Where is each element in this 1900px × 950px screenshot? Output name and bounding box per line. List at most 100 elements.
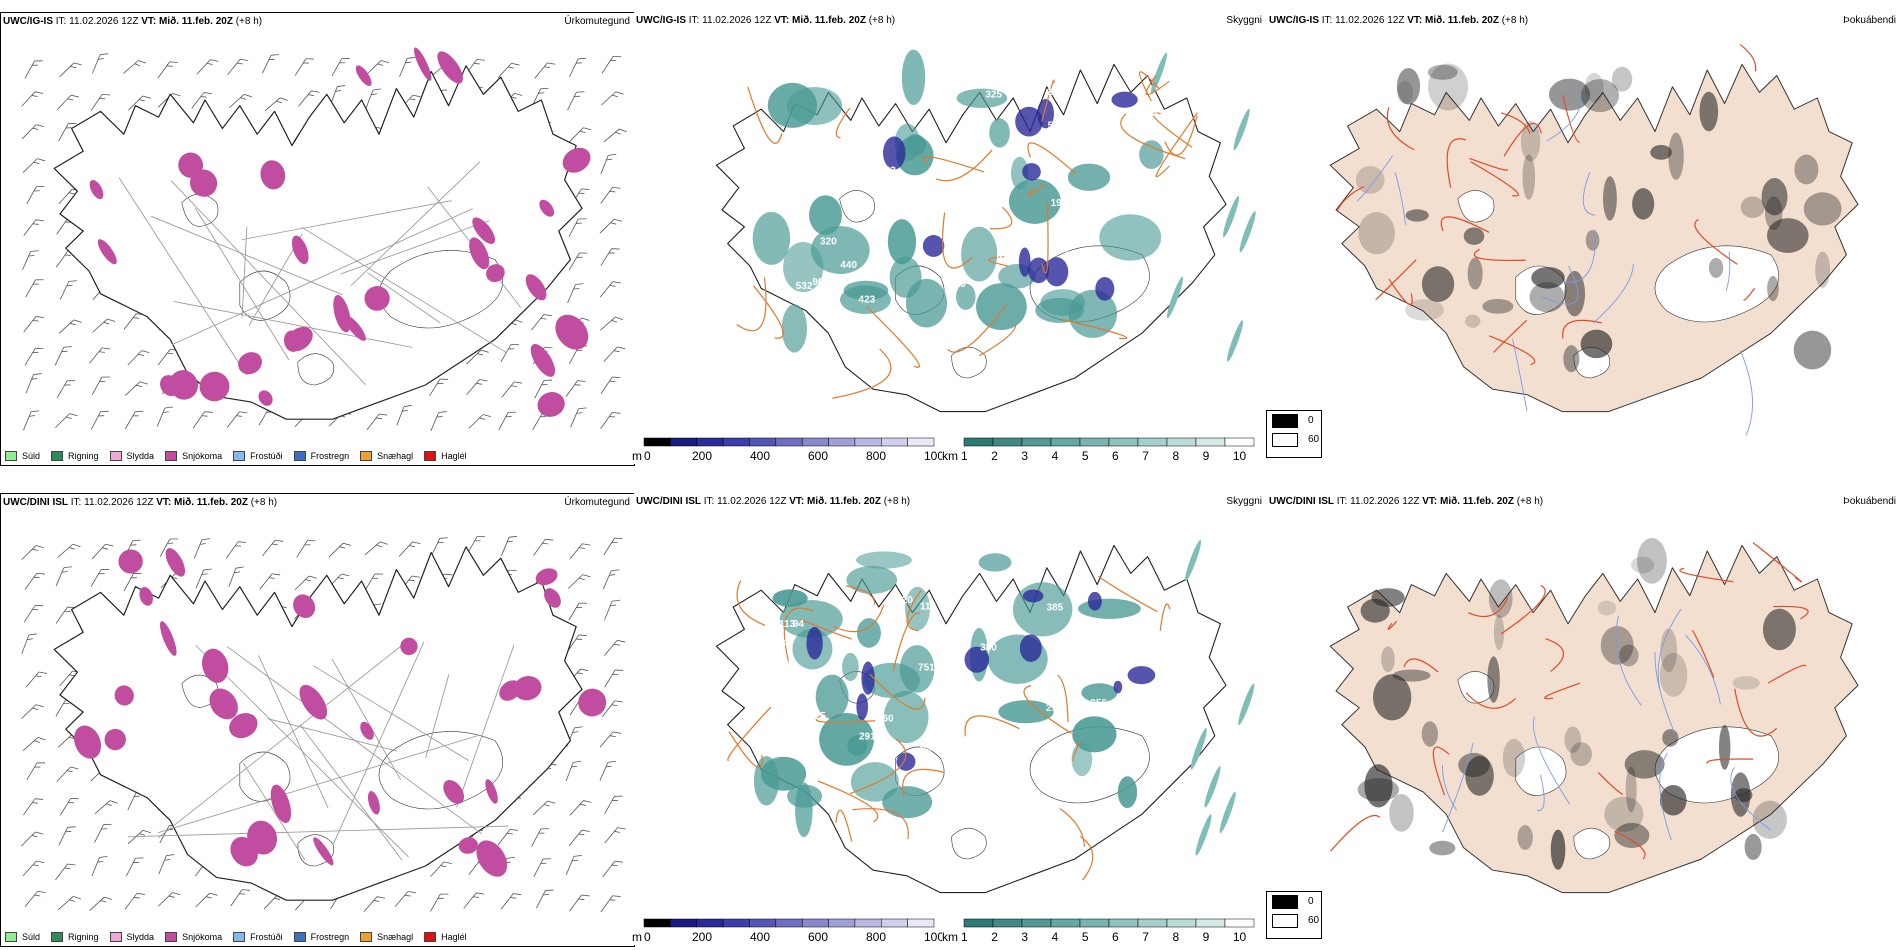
ceiling-label: 63 [1152, 108, 1164, 119]
fog-area [1392, 669, 1431, 682]
wind-barb [602, 569, 620, 590]
colorbar-segment [696, 437, 724, 447]
wind-barb [531, 314, 552, 331]
fog-area [1600, 626, 1634, 665]
ceiling-label: 320 [820, 236, 837, 247]
low-visibility-area [1067, 163, 1111, 191]
fog-area [1358, 211, 1395, 255]
snow-area [114, 685, 134, 706]
road-line [1773, 605, 1809, 620]
colorbar-segment [1195, 437, 1226, 447]
fog-area [1580, 329, 1613, 359]
legend-item: Frostúði [233, 932, 283, 942]
snow-area [299, 684, 328, 720]
low-visibility-area [1190, 728, 1207, 770]
road-line [118, 177, 248, 376]
road-line [1562, 94, 1580, 143]
fog-area [1762, 608, 1796, 651]
iceland-coastline [715, 544, 1227, 894]
wind-barb [192, 411, 213, 429]
wind-barb [296, 540, 316, 558]
fog-area [1740, 196, 1765, 218]
wind-barb [600, 316, 624, 331]
low-visibility-area [1239, 211, 1256, 253]
ceiling-label: 20 [902, 595, 914, 606]
road-line [350, 161, 481, 286]
wind-barb [534, 62, 556, 79]
glacier-outline [1573, 827, 1610, 860]
legend-swatch [109, 451, 122, 461]
colorbar-tick: 1000 [924, 449, 942, 463]
fog-area [1650, 144, 1672, 160]
wind-barb [501, 381, 523, 398]
fog-area [1488, 579, 1513, 618]
colorbar-segment [1079, 918, 1110, 928]
ceiling-label: 211 [1046, 703, 1063, 714]
wind-barb [24, 347, 44, 366]
wind-barb [534, 379, 553, 399]
precip-type-legend: Súld Rigning Slydda Snjókoma Frostúði Frostre… [5, 451, 478, 461]
low-visibility-area [1035, 297, 1084, 323]
snow-area [189, 169, 218, 197]
river-line [1582, 172, 1596, 216]
legend-swatch [165, 451, 178, 461]
snow-area [485, 779, 498, 804]
ceiling-colorbar-top: m0 200 400 600 800 1000 [632, 437, 942, 463]
low-visibility-area [752, 211, 791, 265]
low-ceiling-area [1087, 591, 1102, 611]
fog-area [1517, 825, 1533, 850]
wind-barb [599, 218, 623, 234]
low-ceiling-area [1095, 276, 1115, 301]
wind-barb [196, 59, 219, 75]
low-visibility-area [815, 674, 849, 719]
low-visibility-area [1233, 108, 1250, 151]
wind-barb [54, 346, 72, 366]
wind-barb [59, 798, 79, 816]
colorbar-segment [1224, 437, 1255, 447]
fog-area [1421, 721, 1439, 747]
panel-header: UWC/DINI ISL IT: 11.02.2026 12Z VT: Mið.… [636, 496, 911, 507]
ceiling-label: 560 [775, 638, 792, 649]
fog-area [1660, 628, 1678, 673]
low-ceiling-area [882, 136, 906, 170]
snow-area [513, 675, 542, 701]
fog-area [1584, 72, 1604, 103]
colorbar-segment [722, 437, 750, 447]
fog-area [1397, 81, 1414, 104]
fog-area [1603, 176, 1617, 221]
low-visibility-area [1139, 140, 1164, 169]
low-visibility-area [767, 82, 818, 128]
vis-colorbar-bottom: km 1 2 3 4 5 6 7 8 9 10 [942, 918, 1255, 944]
legend-item: Snjókoma [165, 451, 222, 461]
wind-barb [599, 731, 622, 748]
road-line [267, 718, 398, 752]
river-line [1659, 752, 1672, 841]
colorbar-segment [992, 437, 1023, 447]
fog-area [1372, 674, 1412, 721]
fog-area [1493, 614, 1505, 651]
road-line [1614, 830, 1646, 860]
snow-area [270, 784, 292, 823]
low-visibility-area [850, 762, 899, 802]
colorbar-segment [1166, 437, 1197, 447]
road-line [171, 208, 473, 346]
fog-area [1531, 266, 1565, 289]
road-line [1470, 161, 1520, 197]
wind-barb [569, 57, 587, 77]
fog-area [1570, 742, 1592, 767]
wind-barb [602, 860, 623, 878]
river-line [1356, 155, 1394, 202]
legend-label: Snæhagl [377, 932, 414, 942]
wind-barb [21, 545, 44, 560]
wind-barb [604, 599, 621, 620]
road-line [1488, 335, 1536, 366]
wind-barb [24, 572, 45, 590]
ceiling-label: 223 [879, 166, 896, 177]
fog-area [1371, 588, 1405, 607]
precip-panel-top: UWC/IG-IS IT: 11.02.2026 12Z VT: Mið. 11… [0, 12, 635, 466]
colorbar-segment [643, 918, 671, 928]
river-line [1730, 767, 1772, 831]
colorbar-segment [749, 437, 777, 447]
fog-area [1803, 192, 1842, 226]
snow-area [360, 721, 374, 740]
